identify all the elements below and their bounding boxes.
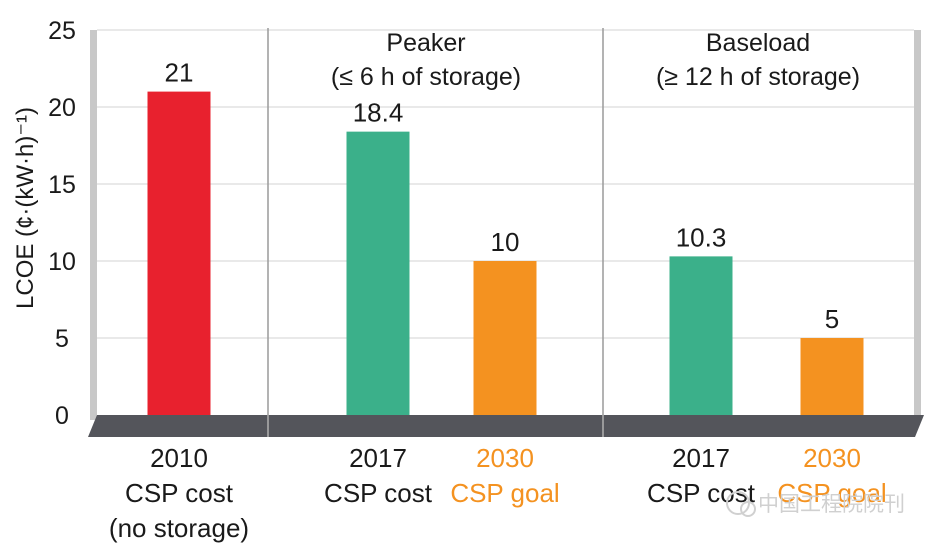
- category-label-3-line1: 2017: [672, 443, 730, 473]
- bar-value-label-1: 18.4: [353, 98, 404, 128]
- y-axis-bar: [90, 30, 97, 420]
- group-title-peaker-line1: Peaker: [386, 29, 465, 57]
- bar-value-label-3: 10.3: [676, 222, 727, 252]
- category-label-1-line2: CSP cost: [324, 478, 433, 508]
- bar-4: [800, 338, 864, 415]
- y-tick-5: 5: [55, 325, 69, 353]
- y-axis-label: LCOE (¢·(kW·h)⁻¹): [12, 107, 39, 309]
- bar-1: [346, 131, 410, 415]
- watermark: 中国工程院院刊: [726, 491, 905, 517]
- y-tick-20: 20: [48, 94, 76, 122]
- y-tick-labels: 0 5 10 15 20 25: [48, 17, 76, 430]
- bar-value-label-2: 10: [491, 227, 520, 257]
- y-tick-10: 10: [48, 248, 76, 276]
- bar-value-label-0: 21: [165, 58, 194, 88]
- category-label-4-line1: 2030: [803, 443, 861, 473]
- category-label-1-line1: 2017: [349, 443, 407, 473]
- category-label-0-line1: 2010: [150, 443, 208, 473]
- bars: 21 18.4 10 10.3 5: [147, 58, 864, 415]
- y-tick-15: 15: [48, 171, 76, 199]
- bar-2: [473, 261, 537, 415]
- category-label-2-line1: 2030: [476, 443, 534, 473]
- group-title-peaker-line2: (≤ 6 h of storage): [331, 63, 521, 91]
- gridlines: [97, 29, 914, 339]
- category-label-0-line2: CSP cost: [125, 478, 234, 508]
- bar-0: [147, 91, 211, 415]
- category-labels: 2010 CSP cost (no storage) 2017 CSP cost 2030…: [109, 443, 887, 543]
- right-edge-bar: [914, 30, 921, 420]
- category-label-0-line3: (no storage): [109, 513, 249, 543]
- bar-value-label-4: 5: [825, 304, 839, 334]
- bar-3: [669, 256, 733, 415]
- group-title-baseload-line2: (≥ 12 h of storage): [656, 63, 860, 91]
- watermark-text: 中国工程院院刊: [758, 492, 905, 516]
- group-title-baseload-line1: Baseload: [706, 29, 810, 57]
- chart-floor: [88, 415, 924, 437]
- y-tick-0: 0: [55, 402, 69, 430]
- category-label-4-line2: CSP goal: [777, 478, 886, 508]
- y-tick-25: 25: [48, 17, 76, 45]
- wechat-logo-icon-small: [740, 501, 756, 517]
- category-label-2-line2: CSP goal: [450, 478, 559, 508]
